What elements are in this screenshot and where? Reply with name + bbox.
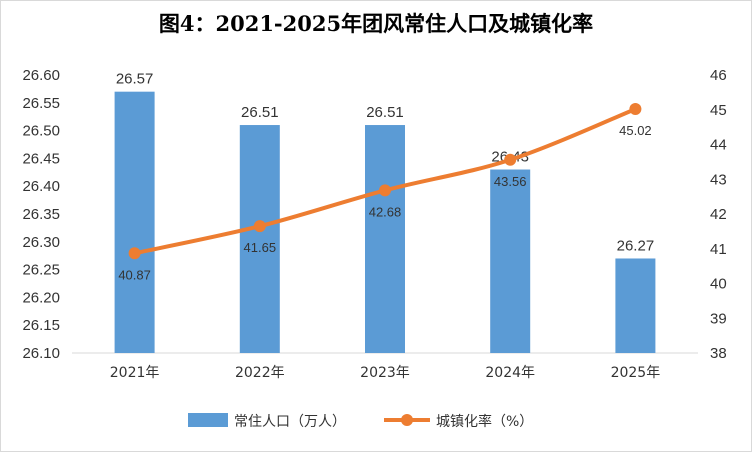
x-tick-label: 2023年	[360, 365, 410, 381]
left-tick-label: 26.55	[22, 95, 60, 112]
bar-data-label: 26.51	[366, 104, 404, 121]
left-tick-label: 26.15	[22, 317, 60, 334]
right-tick-label: 46	[710, 67, 727, 84]
bar-data-label: 26.51	[241, 104, 279, 121]
line-point	[128, 247, 141, 260]
x-tick-label: 2021年	[110, 365, 160, 381]
line-series	[128, 103, 642, 260]
right-tick-label: 43	[710, 171, 727, 188]
right-tick-label: 38	[710, 345, 727, 362]
line-data-label: 45.02	[619, 123, 652, 138]
legend-label: 常住人口（万人）	[234, 414, 346, 430]
legend-swatch-bar	[188, 413, 228, 427]
x-tick-label: 2022年	[235, 365, 285, 381]
x-axis: 2021年 2022年 2023年 2024年 2025年	[110, 365, 660, 381]
left-tick-label: 26.40	[22, 178, 60, 195]
legend: 常住人口（万人） 城镇化率（%）	[188, 413, 533, 430]
left-tick-label: 26.20	[22, 289, 60, 306]
line-point	[253, 220, 266, 233]
chart-title: 图4：2021-2025年团风常住人口及城镇化率	[158, 11, 594, 36]
left-tick-label: 26.50	[22, 123, 60, 140]
left-axis: 26.60 26.55 26.50 26.45 26.40 26.35 26.30 26.25…	[22, 67, 60, 362]
x-tick-label: 2025年	[611, 365, 661, 381]
line-data-label: 43.56	[494, 174, 527, 189]
right-axis: 46 45 44 43 42 41 40 39 38	[710, 67, 727, 362]
line-data-label: 42.68	[369, 204, 402, 219]
line-point	[629, 103, 642, 116]
right-tick-label: 44	[710, 137, 727, 154]
left-tick-label: 26.25	[22, 262, 60, 279]
legend-label: 城镇化率（%）	[436, 413, 533, 430]
left-tick-label: 26.10	[22, 345, 60, 362]
bar-data-label: 26.27	[617, 237, 655, 254]
line-point	[379, 184, 391, 197]
bar	[114, 91, 155, 354]
x-tick-label: 2024年	[485, 365, 535, 381]
bar	[490, 169, 531, 353]
line-data-label: 40.87	[118, 267, 151, 282]
bar	[615, 258, 656, 353]
left-tick-label: 26.35	[22, 206, 60, 223]
bar	[365, 125, 405, 353]
line-point	[504, 153, 517, 166]
right-tick-label: 42	[710, 206, 727, 223]
bar-data-label: 26.57	[116, 71, 154, 88]
right-tick-label: 41	[710, 241, 727, 258]
line-data-labels: 40.87 41.65 42.68 43.56 45.02	[118, 123, 651, 282]
right-tick-label: 40	[710, 276, 727, 293]
left-tick-label: 26.45	[22, 150, 60, 167]
left-tick-label: 26.60	[22, 67, 60, 84]
bar-series	[114, 91, 656, 354]
bar	[239, 125, 280, 353]
right-tick-label: 45	[710, 102, 727, 119]
left-tick-label: 26.30	[22, 234, 60, 251]
right-tick-label: 39	[710, 310, 727, 327]
legend-swatch-marker	[401, 414, 413, 426]
line-data-label: 41.65	[244, 240, 277, 255]
